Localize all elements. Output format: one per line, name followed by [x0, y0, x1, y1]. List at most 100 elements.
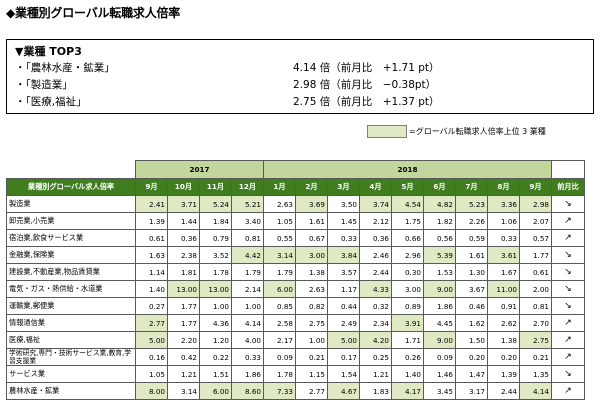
table-row: 金融業,保険業 1.63 2.38 3.52 4.42 3.14 3.00 3.84 2.46 2…	[6, 246, 585, 264]
ratio-cell: 0.09	[423, 348, 456, 366]
ratio-cell: 0.20	[487, 348, 520, 366]
ratio-cell: 1.79	[263, 263, 296, 281]
ratio-cell: 5.00	[135, 331, 168, 349]
ratio-cell: 1.46	[423, 365, 456, 383]
table-row: 農林水産・鉱業 8.00 3.14 6.00 8.60 7.33 2.77 4.67 1.83 4…	[6, 382, 585, 400]
ratio-cell: 1.40	[135, 280, 168, 298]
ratio-cell: 1.53	[423, 263, 456, 281]
ratio-cell: 1.39	[135, 212, 168, 230]
trend-down-icon: ↘	[551, 246, 585, 264]
ratio-cell: 1.71	[391, 331, 424, 349]
ratio-cell: 6.00	[199, 382, 232, 400]
ratio-cell: 13.00	[199, 280, 232, 298]
month-header: 4月	[359, 178, 392, 196]
ratio-cell: 0.79	[199, 229, 232, 247]
top3-item-value: 2.75 倍（前月比 +1.37 pt）	[293, 96, 440, 108]
ratio-cell: 1.50	[455, 331, 488, 349]
industry-name: 運輸業,郵便業	[6, 297, 136, 315]
ratio-cell: 1.05	[263, 212, 296, 230]
industry-name: 農林水産・鉱業	[6, 382, 136, 400]
ratio-cell: 4.00	[231, 331, 264, 349]
trend-up-icon: ↗	[551, 229, 585, 247]
ratio-cell: 1.14	[135, 263, 168, 281]
ratio-cell: 4.20	[359, 331, 392, 349]
month-header: 11月	[199, 178, 232, 196]
ratio-cell: 1.30	[455, 263, 488, 281]
ratio-cell: 1.83	[359, 382, 392, 400]
ratio-cell: 5.23	[455, 195, 488, 213]
legend: =グローバル転職求人倍率上位 3 業種	[367, 125, 546, 138]
ratio-cell: 3.84	[327, 246, 360, 264]
ratio-cell: 0.56	[423, 229, 456, 247]
ratio-cell: 5.24	[199, 195, 232, 213]
ratio-cell: 3.52	[199, 246, 232, 264]
ratio-cell: 0.61	[135, 229, 168, 247]
ratio-cell: 0.16	[135, 348, 168, 366]
month-header: 1月	[263, 178, 296, 196]
industry-name: 卸売業,小売業	[6, 212, 136, 230]
trend-down-icon: ↘	[551, 280, 585, 298]
industry-name: 建設業,不動産業,物品賃貸業	[6, 263, 136, 281]
month-header: 7月	[455, 178, 488, 196]
month-header: 9月	[519, 178, 552, 196]
ratio-cell: 2.98	[519, 195, 552, 213]
top3-header: ▼業種 TOP3	[15, 45, 82, 58]
ratio-cell: 0.57	[519, 229, 552, 247]
table-corner-blank	[6, 160, 136, 179]
ratio-cell: 4.67	[327, 382, 360, 400]
ratio-cell: 3.00	[295, 246, 328, 264]
year-header: 2018	[263, 160, 552, 179]
ratio-cell: 2.38	[167, 246, 200, 264]
ratio-cell: 1.75	[391, 212, 424, 230]
industry-name: 製造業	[6, 195, 136, 213]
month-header: 3月	[327, 178, 360, 196]
ratio-cell: 2.77	[295, 382, 328, 400]
ratio-cell: 3.00	[391, 280, 424, 298]
top3-box: ▼業種 TOP3 ・「農林水産・鉱業」 4.14 倍（前月比 +1.71 pt）…	[6, 39, 594, 114]
ratio-cell: 4.33	[359, 280, 392, 298]
year-header: 2017	[135, 160, 264, 179]
trend-up-icon: ↗	[551, 331, 585, 349]
ratio-cell: 1.38	[487, 331, 520, 349]
top3-item-name: ・「製造業」	[15, 79, 73, 91]
ratio-cell: 0.67	[295, 229, 328, 247]
ratio-cell: 4.14	[231, 314, 264, 332]
ratio-cell: 0.46	[455, 297, 488, 315]
ratio-cell: 1.78	[199, 263, 232, 281]
ratio-cell: 0.44	[327, 297, 360, 315]
ratio-cell: 1.54	[327, 365, 360, 383]
ratio-cell: 1.05	[135, 365, 168, 383]
ratio-cell: 0.21	[295, 348, 328, 366]
trend-up-icon: ↗	[551, 314, 585, 332]
ratio-cell: 5.21	[231, 195, 264, 213]
ratio-cell: 1.06	[487, 212, 520, 230]
ratio-cell: 2.34	[359, 314, 392, 332]
ratio-cell: 0.89	[391, 297, 424, 315]
ratio-cell: 3.14	[167, 382, 200, 400]
ratio-cell: 0.81	[231, 229, 264, 247]
ratio-cell: 9.00	[423, 280, 456, 298]
ratio-cell: 2.96	[391, 246, 424, 264]
ratio-cell: 3.40	[231, 212, 264, 230]
table-corner-label: 業種別グローバル求人倍率	[6, 178, 136, 196]
ratio-cell: 4.45	[423, 314, 456, 332]
ratio-cell: 3.67	[455, 280, 488, 298]
ratio-cell: 1.67	[487, 263, 520, 281]
ratio-cell: 1.35	[519, 365, 552, 383]
ratio-cell: 4.14	[519, 382, 552, 400]
ratio-cell: 2.41	[135, 195, 168, 213]
month-header: 10月	[167, 178, 200, 196]
ratio-cell: 1.86	[423, 297, 456, 315]
top3-item-name: ・「農林水産・鉱業」	[15, 62, 115, 74]
ratio-cell: 0.85	[263, 297, 296, 315]
ratio-cell: 2.07	[519, 212, 552, 230]
industry-name: サービス業	[6, 365, 136, 383]
ratio-cell: 0.30	[391, 263, 424, 281]
table-row: 情報通信業 2.77 1.77 4.36 4.14 2.58 2.75 2.49 2.34 3.9…	[6, 314, 585, 332]
change-header: 前月比	[551, 178, 585, 196]
trend-down-icon: ↘	[551, 297, 585, 315]
ratio-cell: 1.15	[295, 365, 328, 383]
legend-swatch	[367, 125, 407, 138]
ratio-cell: 2.75	[519, 331, 552, 349]
ratio-cell: 1.61	[455, 246, 488, 264]
